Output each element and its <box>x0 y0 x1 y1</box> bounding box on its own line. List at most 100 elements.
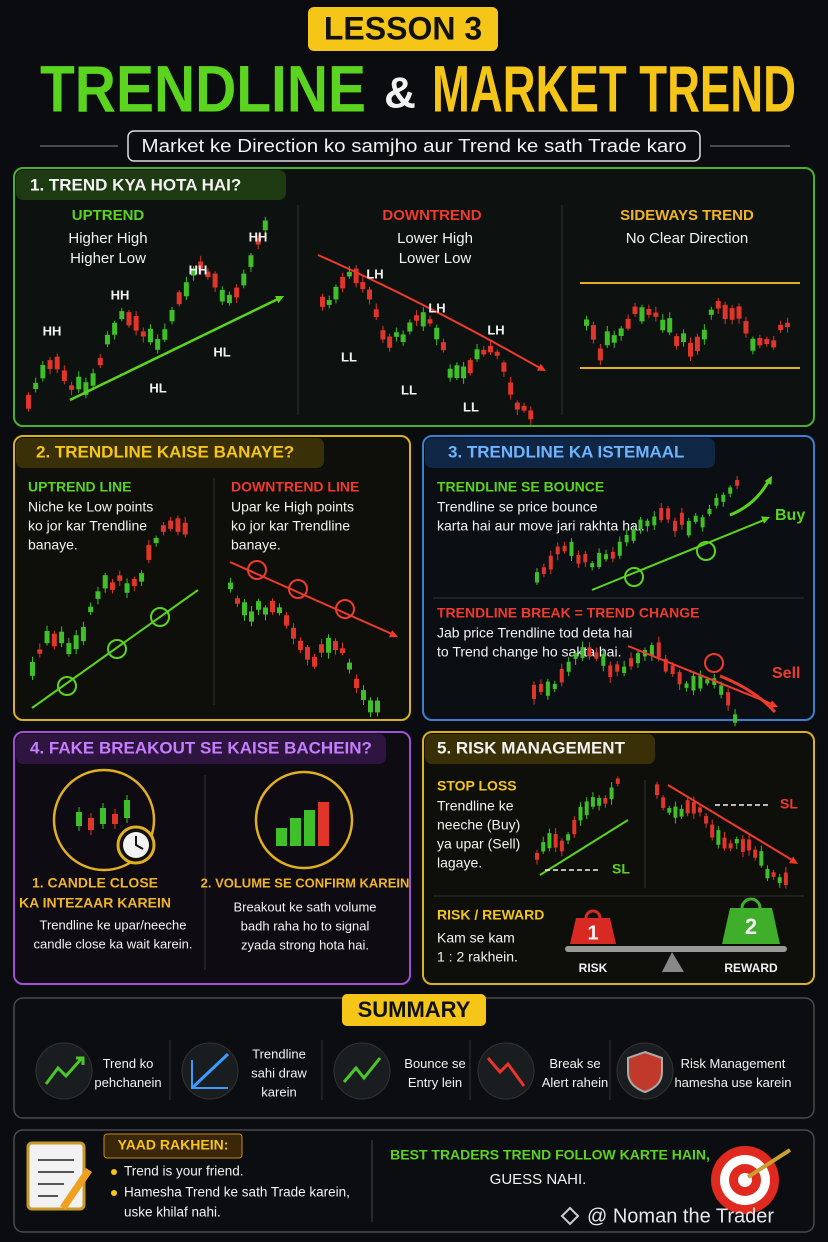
candle <box>555 546 560 555</box>
candle <box>615 778 620 784</box>
touch-point <box>107 639 127 659</box>
weight-label: 1 <box>587 922 598 944</box>
volume-bar <box>304 810 315 846</box>
candle <box>716 830 721 845</box>
candle <box>140 331 146 337</box>
footer-title: YAAD RAKHEIN: <box>118 1137 229 1153</box>
section-title: 4. FAKE BREAKOUT SE KAISE BACHEIN? <box>30 738 372 757</box>
candle <box>112 814 118 824</box>
bullet <box>111 1190 117 1196</box>
candle <box>693 515 698 522</box>
label: Upar ke High points <box>231 499 354 515</box>
candle <box>95 591 101 599</box>
candle <box>636 653 640 664</box>
pivot-label: LL <box>401 382 417 397</box>
trendline <box>317 254 541 369</box>
sl-label: SL <box>780 796 798 812</box>
candle <box>553 833 558 848</box>
section-tab <box>16 170 286 200</box>
label: Jab price Trendline tod deta hai <box>437 625 632 641</box>
candle <box>597 552 602 568</box>
candle <box>434 327 440 340</box>
candle <box>440 342 446 351</box>
candle <box>124 583 130 593</box>
panel-title: DOWNTREND <box>382 207 481 224</box>
candle <box>205 271 211 278</box>
candle <box>729 308 735 320</box>
arrow-head <box>769 700 778 708</box>
candle <box>340 648 345 653</box>
candle <box>146 545 152 560</box>
panel-title: STOP LOSS <box>437 778 517 794</box>
candle <box>645 520 650 527</box>
label: sahi draw <box>251 1065 307 1080</box>
notepad-lines <box>38 1159 74 1197</box>
section-box <box>422 731 815 985</box>
candle <box>83 382 89 395</box>
label: Risk Management <box>681 1056 786 1071</box>
candle <box>673 806 678 818</box>
arrow-head <box>389 630 398 638</box>
label: ya upar (Sell) <box>437 836 520 852</box>
candle <box>427 319 433 324</box>
candle <box>255 237 261 245</box>
pivot-label: HH <box>189 262 208 277</box>
candle <box>700 517 705 528</box>
candle <box>256 601 261 610</box>
candle <box>548 555 553 570</box>
candle <box>124 800 130 818</box>
candle <box>183 282 189 297</box>
scale-label: RISK <box>579 961 608 975</box>
candle <box>562 545 567 552</box>
candle <box>679 512 684 525</box>
candle <box>584 319 589 326</box>
candle <box>663 658 668 672</box>
title: MARKET TREND <box>432 51 796 125</box>
candle <box>764 338 770 345</box>
candle <box>373 309 379 318</box>
candle <box>340 276 346 289</box>
candle <box>262 220 268 231</box>
candle <box>361 690 366 700</box>
candle <box>735 480 740 486</box>
candle <box>69 385 75 390</box>
candle <box>572 819 577 835</box>
label: zyada strong hota hai. <box>241 937 369 952</box>
arrow-head <box>764 476 772 485</box>
candle <box>447 368 453 378</box>
candle <box>298 640 303 650</box>
candle <box>326 637 331 653</box>
candle <box>347 662 352 670</box>
lesson-badge-text: LESSON 3 <box>324 10 482 46</box>
candle <box>759 851 764 866</box>
summary-icons <box>35 1042 674 1100</box>
candle <box>100 808 106 824</box>
trendline <box>627 645 773 705</box>
candle <box>545 681 550 696</box>
label: banaye. <box>231 537 281 553</box>
bullet <box>111 1169 117 1175</box>
label: Bounce se <box>404 1056 465 1071</box>
candle <box>320 296 325 307</box>
section-title: 3. TRENDLINE KA ISTEMAAL <box>448 442 684 461</box>
candle <box>617 541 622 556</box>
candle <box>624 534 629 543</box>
section-tab <box>16 438 324 468</box>
candle <box>747 839 752 851</box>
candle <box>655 784 659 796</box>
label: candle close ka wait karein. <box>34 936 193 951</box>
candle <box>487 345 493 353</box>
candle <box>573 652 578 659</box>
section-box <box>13 435 411 721</box>
label: 2. VOLUME SE CONFIRM KAREIN <box>201 875 410 890</box>
candle <box>228 582 233 590</box>
label: KA INTEZAAR KAREIN <box>19 895 171 911</box>
candle <box>80 626 86 642</box>
candle <box>380 330 386 340</box>
scale-pivot <box>662 952 684 972</box>
candle <box>656 642 661 658</box>
candle <box>705 679 710 684</box>
candle <box>117 575 123 581</box>
volume-bar <box>290 818 301 846</box>
candle <box>234 287 240 298</box>
